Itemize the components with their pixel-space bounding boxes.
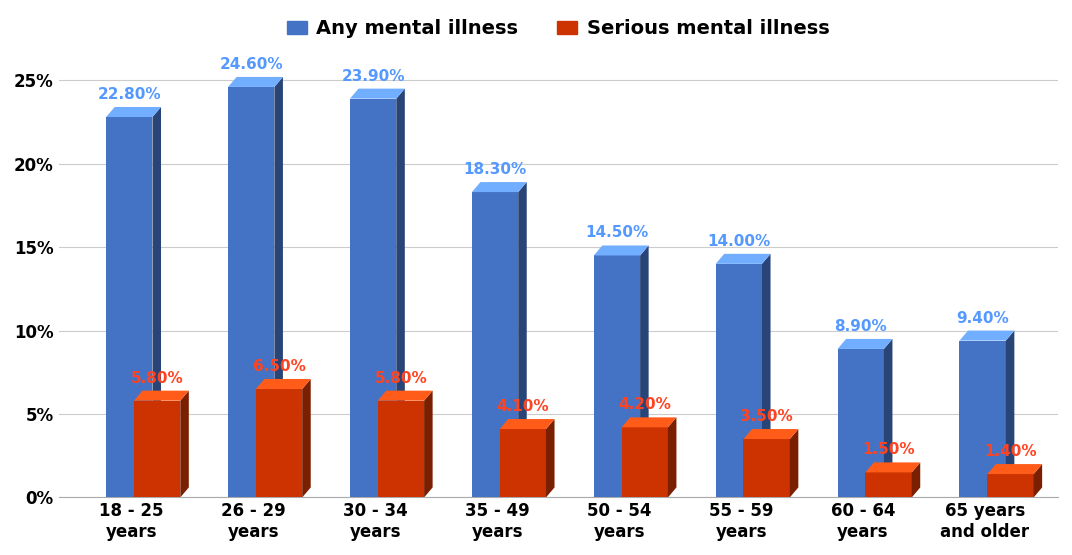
Text: 8.90%: 8.90% — [834, 319, 888, 334]
Polygon shape — [256, 379, 311, 389]
Polygon shape — [134, 401, 180, 497]
Polygon shape — [837, 339, 893, 349]
Legend: Any mental illness, Serious mental illness: Any mental illness, Serious mental illne… — [280, 12, 837, 46]
Polygon shape — [716, 264, 762, 497]
Polygon shape — [865, 472, 911, 497]
Polygon shape — [744, 429, 799, 439]
Polygon shape — [134, 391, 189, 401]
Polygon shape — [274, 77, 283, 497]
Polygon shape — [377, 401, 425, 497]
Polygon shape — [640, 245, 649, 497]
Polygon shape — [472, 192, 518, 497]
Polygon shape — [594, 255, 640, 497]
Text: 1.40%: 1.40% — [984, 444, 1037, 459]
Polygon shape — [911, 462, 920, 497]
Polygon shape — [622, 427, 668, 497]
Text: 18.30%: 18.30% — [463, 162, 526, 177]
Polygon shape — [837, 349, 884, 497]
Polygon shape — [884, 339, 893, 497]
Polygon shape — [959, 341, 1006, 497]
Polygon shape — [472, 182, 526, 192]
Polygon shape — [500, 429, 546, 497]
Text: 9.40%: 9.40% — [956, 311, 1009, 326]
Polygon shape — [106, 117, 152, 497]
Polygon shape — [228, 77, 283, 87]
Polygon shape — [790, 429, 799, 497]
Polygon shape — [256, 389, 302, 497]
Polygon shape — [716, 254, 771, 264]
Polygon shape — [865, 462, 920, 472]
Polygon shape — [546, 419, 554, 497]
Polygon shape — [1006, 331, 1014, 497]
Polygon shape — [1033, 464, 1042, 497]
Text: 1.50%: 1.50% — [862, 442, 914, 457]
Text: 3.50%: 3.50% — [741, 409, 793, 424]
Polygon shape — [500, 419, 554, 429]
Polygon shape — [106, 107, 161, 117]
Polygon shape — [228, 87, 274, 497]
Text: 6.50%: 6.50% — [253, 359, 306, 374]
Text: 24.60%: 24.60% — [220, 57, 283, 72]
Polygon shape — [668, 417, 676, 497]
Polygon shape — [377, 391, 433, 401]
Polygon shape — [349, 89, 405, 99]
Polygon shape — [959, 331, 1014, 341]
Text: 4.10%: 4.10% — [496, 399, 549, 414]
Text: 23.90%: 23.90% — [341, 69, 405, 84]
Polygon shape — [622, 417, 676, 427]
Polygon shape — [518, 182, 526, 497]
Polygon shape — [987, 474, 1033, 497]
Polygon shape — [987, 464, 1042, 474]
Polygon shape — [744, 439, 790, 497]
Text: 22.80%: 22.80% — [98, 87, 161, 102]
Polygon shape — [397, 89, 405, 497]
Text: 5.80%: 5.80% — [131, 371, 183, 386]
Polygon shape — [180, 391, 189, 497]
Text: 4.20%: 4.20% — [619, 397, 671, 412]
Text: 14.00%: 14.00% — [708, 234, 771, 249]
Polygon shape — [425, 391, 433, 497]
Text: 5.80%: 5.80% — [374, 371, 428, 386]
Polygon shape — [594, 245, 649, 255]
Polygon shape — [349, 99, 397, 497]
Text: 14.50%: 14.50% — [585, 225, 649, 240]
Polygon shape — [302, 379, 311, 497]
Polygon shape — [762, 254, 771, 497]
Polygon shape — [152, 107, 161, 497]
